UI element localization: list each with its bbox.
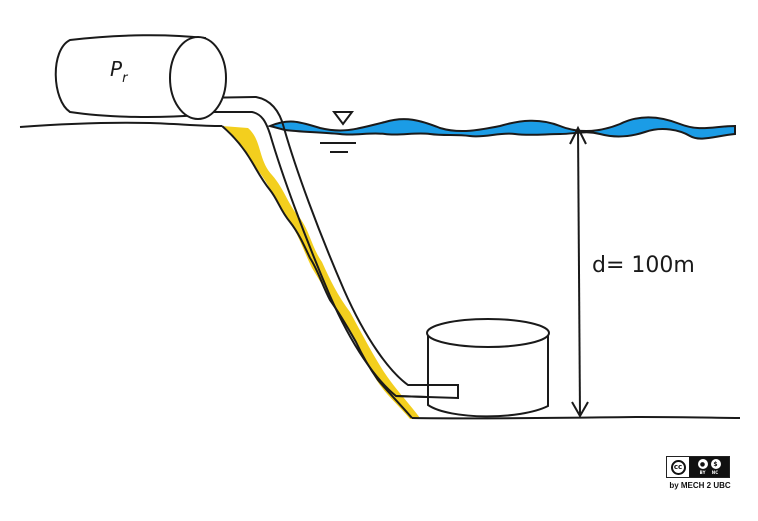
pressure-subscript: r — [122, 71, 129, 86]
water-level-symbol — [320, 111, 356, 153]
depth-label: d= 100m — [592, 253, 695, 278]
nc-tag: NC — [711, 470, 719, 475]
pressure-tank: Pr — [54, 34, 227, 120]
pipe-inner — [196, 111, 459, 400]
by-tag: BY — [699, 470, 706, 475]
cc-license-badge: cc ● $ BY NC — [666, 456, 730, 478]
bottom-container — [426, 318, 550, 418]
cc-icon: cc — [670, 459, 686, 475]
attribution-icon: ● — [697, 459, 708, 469]
pipe-outer — [195, 95, 458, 386]
depth-arrow — [569, 125, 589, 419]
water-surface — [266, 116, 736, 140]
ground-bottom — [411, 415, 741, 420]
pressure-label: P — [110, 57, 123, 81]
ground-left — [19, 121, 223, 128]
credit-text: by MECH 2 UBC — [669, 481, 731, 490]
noncommercial-icon: $ — [710, 459, 721, 469]
pipe-into-container — [395, 384, 459, 400]
svg-text:Pr: Pr — [110, 57, 129, 86]
